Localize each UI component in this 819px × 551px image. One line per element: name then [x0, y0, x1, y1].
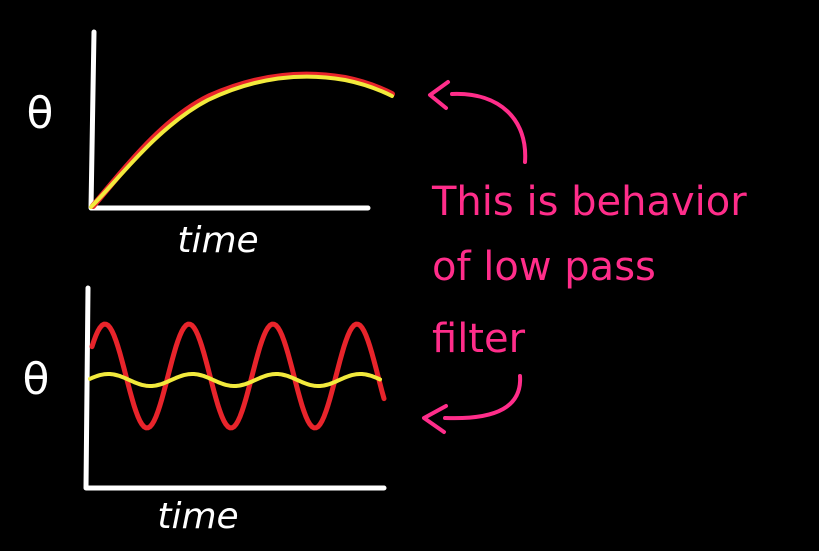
top-plot-axes	[88, 29, 371, 211]
bottom-plot-filtered-wave	[88, 372, 382, 388]
annotation-line-2: of low pass	[432, 244, 656, 290]
annotation-line-1: This is behavior	[431, 179, 747, 225]
annotation-line-3: filter	[432, 316, 526, 362]
annotation-arrow-up-head	[428, 80, 450, 110]
top-plot-y-label: θ	[27, 88, 54, 139]
top-plot: θ time	[27, 29, 395, 261]
top-plot-x-label: time	[177, 220, 258, 261]
bottom-plot-y-label: θ	[23, 354, 50, 405]
annotation-arrow-down-head	[422, 404, 448, 434]
bottom-plot-x-label: time	[157, 496, 238, 537]
annotation-arrow-up	[450, 91, 528, 164]
top-plot-filtered-curve	[89, 74, 394, 209]
bottom-plot-raw-wave	[89, 321, 387, 431]
bottom-plot-axes	[83, 285, 387, 491]
annotation-arrow-down	[443, 374, 523, 421]
annotation: This is behavior of low pass filter	[422, 80, 747, 434]
bottom-plot: θ time	[23, 285, 387, 537]
top-plot-raw-curve	[90, 71, 395, 209]
